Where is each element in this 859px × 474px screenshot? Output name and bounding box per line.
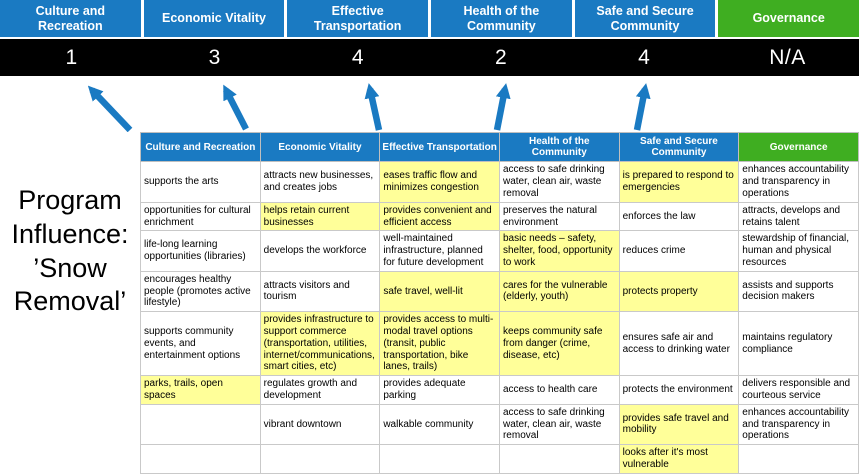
- category-governance: Governance: [718, 0, 859, 37]
- matrix-cell: safe travel, well-lit: [379, 270, 500, 313]
- score-band: 1 3 4 2 4 N/A: [0, 39, 859, 76]
- table-row: supports community events, and entertain…: [140, 311, 859, 377]
- matrix-cell: opportunities for cultural enrichment: [140, 201, 261, 232]
- matrix-cell: access to safe drinking water, clean air…: [498, 161, 620, 203]
- matrix-header-economic-vitality: Economic Vitality: [259, 131, 381, 163]
- up-arrow-icon-2: [223, 84, 249, 131]
- matrix-cell: protects property: [618, 270, 740, 313]
- category-safe-and-secure-community: Safe and Secure Community: [574, 0, 716, 37]
- up-arrow-icon-3: [364, 83, 383, 131]
- matrix-header-effective-transportation: Effective Transportation: [379, 131, 500, 163]
- matrix-cell: keeps community safe from danger (crime,…: [498, 311, 620, 377]
- matrix-cell: parks, trails, open spaces: [140, 375, 261, 405]
- matrix-cell: ensures safe air and access to drinking …: [618, 311, 740, 377]
- matrix-cell: supports community events, and entertain…: [140, 311, 261, 377]
- matrix-cell: enforces the law: [618, 201, 740, 232]
- table-row: life-long learning opportunities (librar…: [140, 230, 859, 272]
- matrix-cell: assists and supports decision makers: [738, 270, 859, 313]
- matrix-cell: [738, 444, 859, 474]
- matrix-cell: [140, 403, 261, 446]
- table-row: supports the arts attracts new businesse…: [140, 161, 859, 203]
- matrix-cell: attracts visitors and tourism: [259, 270, 381, 313]
- up-arrow-icon-4: [493, 83, 511, 131]
- score-culture-and-recreation: 1: [65, 45, 78, 69]
- main-area: Program Influence: ’Snow Removal’ Cultur…: [0, 131, 859, 474]
- category-health-of-the-community: Health of the Community: [431, 0, 572, 37]
- table-row: vibrant downtown walkable community acce…: [140, 403, 859, 446]
- matrix-cell: maintains regulatory compliance: [738, 311, 859, 377]
- matrix-cell: enhances accountability and transparency…: [738, 161, 859, 203]
- matrix-cell: encourages healthy people (promotes acti…: [140, 270, 261, 313]
- matrix-header-culture-and-recreation: Culture and Recreation: [140, 131, 261, 163]
- matrix-cell: is prepared to respond to emergencies: [618, 161, 740, 203]
- up-arrow-icon-1: [87, 85, 133, 132]
- influence-matrix: Culture and Recreation Economic Vitality…: [140, 131, 859, 474]
- table-row: looks after it's most vulnerable: [140, 444, 859, 474]
- matrix-cell: well-maintained infrastructure, planned …: [379, 230, 500, 272]
- matrix-cell: provides infrastructure to support comme…: [259, 311, 381, 377]
- score-economic-vitality: 3: [208, 45, 221, 69]
- matrix-cell: stewardship of financial, human and phys…: [738, 230, 859, 272]
- table-row: parks, trails, open spaces regulates gro…: [140, 375, 859, 405]
- matrix-cell: basic needs – safety, shelter, food, opp…: [498, 230, 620, 272]
- matrix-cell: reduces crime: [618, 230, 740, 272]
- matrix-cell: looks after it's most vulnerable: [618, 444, 740, 474]
- matrix-cell: preserves the natural environment: [498, 201, 620, 232]
- matrix-cell: provides safe travel and mobility: [618, 403, 740, 446]
- matrix-cell: supports the arts: [140, 161, 261, 203]
- matrix-cell: access to safe drinking water, clean air…: [498, 403, 620, 446]
- matrix-cell: walkable community: [379, 403, 500, 446]
- matrix-cell: eases traffic flow and minimizes congest…: [379, 161, 500, 203]
- matrix-cell: regulates growth and development: [259, 375, 381, 405]
- matrix-cell: [498, 444, 620, 474]
- category-economic-vitality: Economic Vitality: [143, 0, 285, 37]
- matrix-cell: attracts, develops and retains talent: [738, 201, 859, 232]
- matrix-cell: protects the environment: [618, 375, 740, 405]
- table-row: opportunities for cultural enrichment he…: [140, 201, 859, 232]
- matrix-cell: [259, 444, 381, 474]
- matrix-header-health-of-the-community: Health of the Community: [498, 131, 620, 163]
- matrix-cell: provides access to multi-modal travel op…: [379, 311, 500, 377]
- category-band: Culture and Recreation Economic Vitality…: [0, 0, 859, 37]
- matrix-cell: develops the workforce: [259, 230, 381, 272]
- matrix-cell: life-long learning opportunities (librar…: [140, 230, 261, 272]
- matrix-header-governance: Governance: [738, 131, 859, 163]
- matrix-cell: cares for the vulnerable (elderly, youth…: [498, 270, 620, 313]
- matrix-header-safe-and-secure-community: Safe and Secure Community: [618, 131, 740, 163]
- score-governance: N/A: [769, 45, 806, 69]
- up-arrow-icon-5: [633, 83, 651, 131]
- score-health-of-the-community: 2: [495, 45, 508, 69]
- matrix-cell: enhances accountability and transparency…: [738, 403, 859, 446]
- score-safe-and-secure-community: 4: [638, 45, 651, 69]
- table-row: encourages healthy people (promotes acti…: [140, 270, 859, 313]
- matrix-cell: delivers responsible and courteous servi…: [738, 375, 859, 405]
- matrix-cell: helps retain current businesses: [259, 201, 381, 232]
- matrix-cell: provides convenient and efficient access: [379, 201, 500, 232]
- matrix-cell: [379, 444, 500, 474]
- matrix-header-row: Culture and Recreation Economic Vitality…: [140, 131, 859, 163]
- matrix-cell: provides adequate parking: [379, 375, 500, 405]
- category-effective-transportation: Effective Transportation: [287, 0, 429, 37]
- score-arrows: [87, 83, 651, 132]
- matrix-cell: access to health care: [498, 375, 620, 405]
- category-culture-and-recreation: Culture and Recreation: [0, 0, 141, 37]
- page-title: Program Influence: ’Snow Removal’: [11, 185, 129, 317]
- matrix-cell: vibrant downtown: [259, 403, 381, 446]
- score-effective-transportation: 4: [351, 45, 365, 69]
- matrix-cell: attracts new businesses, and creates job…: [259, 161, 381, 203]
- matrix-cell: [140, 444, 261, 474]
